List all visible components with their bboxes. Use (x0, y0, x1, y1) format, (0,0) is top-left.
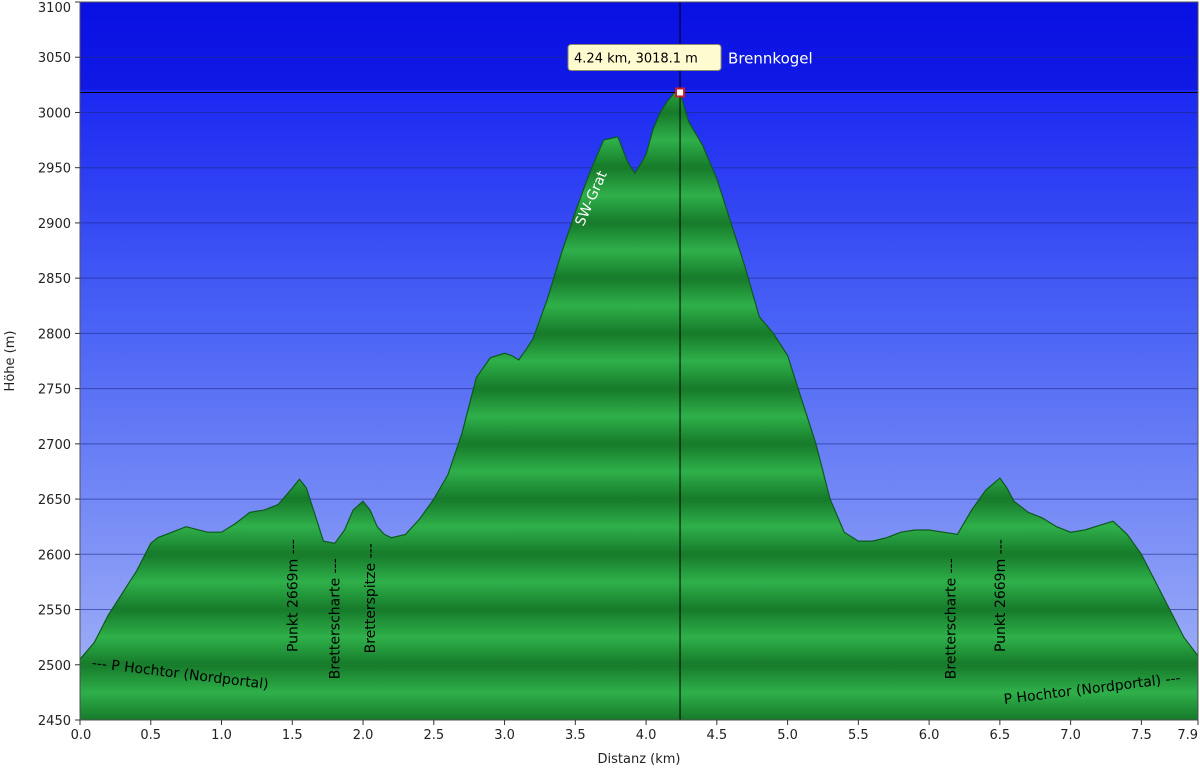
x-tick-label: 4.5 (706, 728, 727, 743)
x-tick-label: 0.0 (71, 728, 92, 743)
x-tick-label: 3.0 (494, 728, 515, 743)
x-tick-label: 4.0 (636, 728, 657, 743)
annotation-bretterscharte-left: Bretterscharte --- (328, 558, 344, 679)
plot-border (79, 1, 1199, 721)
y-axis-title: Höhe (m) (3, 331, 18, 392)
y-tick-label: 3000 (38, 106, 71, 121)
x-tick-label: 1.5 (282, 728, 303, 743)
x-tick-label: 6.5 (990, 728, 1011, 743)
x-tick-label: 2.0 (353, 728, 374, 743)
x-tick-label: 1.0 (211, 728, 232, 743)
y-tick-label: 2650 (38, 493, 71, 508)
elevation-line (80, 91, 1198, 720)
x-tick-label: 6.0 (919, 728, 940, 743)
y-tick-label: 2900 (38, 217, 71, 232)
y-tick-label: 2700 (38, 438, 71, 453)
x-tick-label: 7.5 (1131, 728, 1152, 743)
y-tick-label: 2550 (38, 604, 71, 619)
x-axis-title: Distanz (km) (598, 752, 681, 767)
y-tick-label: 3100 (38, 1, 71, 16)
x-tick-label: 3.5 (565, 728, 586, 743)
annotation-brennkogel: Brennkogel (728, 49, 813, 67)
y-tick-label: 2500 (38, 659, 71, 674)
tooltip-text: 4.24 km, 3018.1 m (574, 51, 698, 66)
y-tick-label: 2950 (38, 162, 71, 177)
annotation-punkt-2669m-right: Punkt 2669m --- (993, 539, 1009, 652)
y-tick-label: 3050 (38, 51, 71, 66)
overlay-layer: 4.24 km, 3018.1 m (80, 2, 1198, 720)
y-tick-label: 2850 (38, 272, 71, 287)
tooltip-box (567, 43, 722, 71)
x-tick-label: 0.5 (140, 728, 161, 743)
elevation-band (80, 664, 1198, 720)
y-tick-label: 2750 (38, 383, 71, 398)
tooltip: 4.24 km, 3018.1 m (567, 43, 722, 71)
x-tick-label: 5.5 (848, 728, 869, 743)
annotation-bretterspitze: Bretterspitze --- (363, 543, 379, 653)
y-tick-label: 2450 (38, 714, 71, 729)
y-axis: 2450 2500 2550 2600 2650 2700 2750 2800 2850 2900… (38, 1, 80, 729)
x-tick-label: 7.0 (1060, 728, 1081, 743)
peak-marker[interactable] (675, 87, 686, 98)
annotation-punkt-2669m-left: Punkt 2669m --- (285, 539, 301, 652)
x-tick-label: 7.9 (1177, 728, 1198, 743)
elevation-band (80, 554, 1198, 610)
x-tick-label: 5.0 (777, 728, 798, 743)
y-tick-label: 2800 (38, 327, 71, 342)
y-tick-label: 2600 (38, 548, 71, 563)
elevation-band (80, 609, 1198, 665)
annotation-bretterscharte-right: Bretterscharte --- (943, 558, 959, 679)
x-tick-label: 2.5 (423, 728, 444, 743)
x-axis: 0.0 0.5 1.0 1.5 2.0 2.5 3.0 3.5 4.0 4.5 5.0 5.5 6.0 6… (71, 720, 1199, 743)
